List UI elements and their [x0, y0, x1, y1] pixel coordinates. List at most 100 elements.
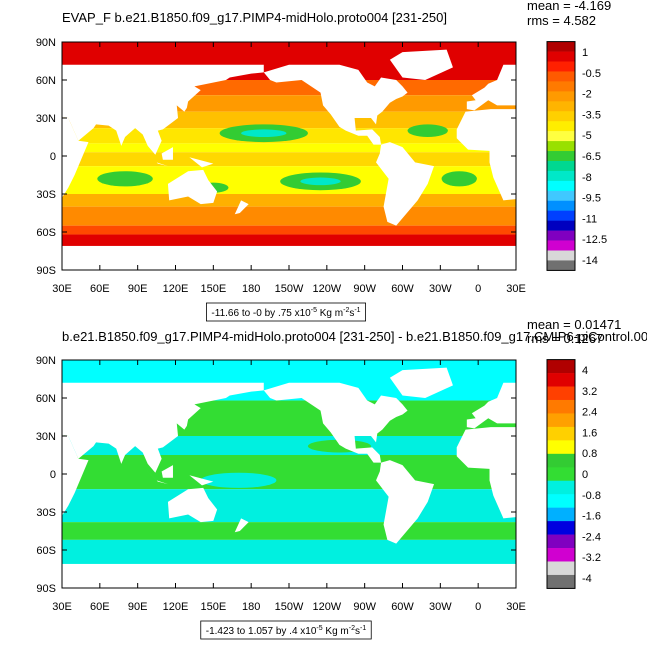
lat-label: 30S — [36, 507, 56, 519]
colorbar-box — [547, 151, 575, 162]
lon-label: 180 — [242, 601, 260, 613]
land — [456, 109, 516, 201]
colorbar-box — [547, 467, 575, 482]
ocean-band — [62, 522, 516, 540]
colorbar-label: -3.2 — [582, 552, 601, 564]
lon-label: 120E — [163, 601, 189, 613]
ocean-band — [62, 194, 516, 207]
info-superscript: -1 — [354, 307, 360, 314]
lon-label: 120E — [163, 283, 189, 295]
colorbar-label: 4 — [582, 365, 588, 377]
lon-label: 150W — [275, 283, 304, 295]
lon-label: 30W — [429, 283, 452, 295]
lat-label: 0 — [50, 151, 56, 163]
colorbar-box — [547, 561, 575, 576]
colorbar-box — [547, 426, 575, 441]
colorbar-box — [547, 240, 575, 251]
colorbar-box — [547, 373, 575, 387]
lon-label: 90E — [128, 601, 148, 613]
colorbar-label: 2.4 — [582, 407, 597, 419]
land — [456, 427, 516, 519]
colorbar-box — [547, 81, 575, 92]
colorbar-box — [547, 101, 575, 112]
colorbar-label: -2 — [582, 89, 592, 101]
colorbar-box — [547, 41, 575, 52]
map-panel: 90N 60N 30N 0 30S 60S 90S 30E 60E 90E 120E 150E 180 1… — [36, 317, 647, 640]
colorbar-frame — [546, 359, 576, 589]
lon-label: 30E — [506, 601, 526, 613]
colorbar-box — [547, 534, 575, 549]
colorbar-box — [547, 413, 575, 428]
ocean-feature — [200, 472, 277, 488]
land — [189, 475, 214, 486]
colorbar-box — [547, 521, 575, 535]
stat: rms = 0.1267 — [527, 331, 603, 346]
colorbar-label: -0.8 — [582, 490, 601, 502]
lon-label: 120W — [312, 283, 341, 295]
land — [167, 487, 218, 523]
lon-label: 30E — [52, 283, 72, 295]
colorbar-label: -6.5 — [582, 151, 601, 163]
lon-label: 30E — [52, 601, 72, 613]
info-superscript: -1 — [360, 625, 366, 632]
info-part: -11.66 to -0 by .75 x10 — [211, 308, 311, 319]
ocean-feature — [300, 177, 341, 186]
map-panel: 90N 60N 30N 0 30S 60S 90S 30E 60E 90E 120E 150E 180 1… — [36, 0, 611, 322]
lon-label: 150E — [200, 283, 226, 295]
colorbar-box — [547, 160, 575, 172]
info-part: -1.423 to 1.057 by .4 x10 — [206, 626, 317, 637]
ocean-band — [62, 489, 516, 523]
ocean-band — [62, 143, 516, 153]
colorbar-box — [547, 230, 575, 241]
colorbar-label: -3.5 — [582, 109, 601, 121]
land — [263, 64, 408, 145]
colorbar-label: -14 — [582, 255, 598, 267]
colorbar-label: 1 — [582, 47, 588, 59]
lat-label: 90S — [36, 265, 56, 277]
colorbar-box — [547, 190, 575, 202]
ocean-band — [62, 152, 516, 167]
colorbar-box — [547, 507, 575, 522]
info-part: s — [349, 308, 354, 319]
ocean-band — [62, 436, 516, 455]
lon-label: 90W — [353, 283, 376, 295]
colorbar-label: 0 — [582, 469, 588, 481]
stat: mean = -4.169 — [527, 0, 611, 13]
lat-label: 30N — [36, 431, 56, 443]
lon-label: 60W — [391, 601, 414, 613]
colorbar-box — [547, 170, 575, 182]
land — [466, 64, 516, 111]
stat: mean = 0.01471 — [527, 317, 621, 332]
ocean-feature — [407, 124, 448, 137]
info-part: s — [355, 626, 360, 637]
lat-label: 60N — [36, 393, 56, 405]
land — [234, 200, 249, 215]
land — [234, 518, 249, 533]
colorbar-box — [547, 480, 575, 495]
colorbar-label: 0.8 — [582, 448, 597, 460]
colorbar-label: -5 — [582, 130, 592, 142]
colorbar-box — [547, 111, 575, 122]
colorbar-label: -11 — [582, 213, 597, 225]
lon-label: 0 — [475, 283, 481, 295]
lon-label: 60E — [90, 283, 110, 295]
colorbar-frame — [546, 41, 576, 271]
info-box — [200, 620, 372, 640]
land — [263, 382, 408, 463]
colorbar-box — [547, 141, 575, 152]
lat-label: 60N — [36, 75, 56, 87]
land — [389, 367, 453, 398]
map-field — [62, 360, 516, 588]
stat: rms = 4.582 — [527, 13, 596, 28]
land — [62, 382, 264, 473]
lon-label: 90E — [128, 283, 148, 295]
colorbar-box — [547, 359, 575, 374]
colorbar-label: -2.4 — [582, 531, 601, 543]
colorbar-box — [547, 220, 575, 231]
lat-label: 30N — [36, 113, 56, 125]
info-superscript: -2 — [349, 625, 355, 632]
colorbar-box — [547, 250, 575, 261]
info-superscript: -5 — [311, 307, 317, 314]
colorbar-box — [547, 440, 575, 455]
colorbar-box — [547, 574, 575, 589]
